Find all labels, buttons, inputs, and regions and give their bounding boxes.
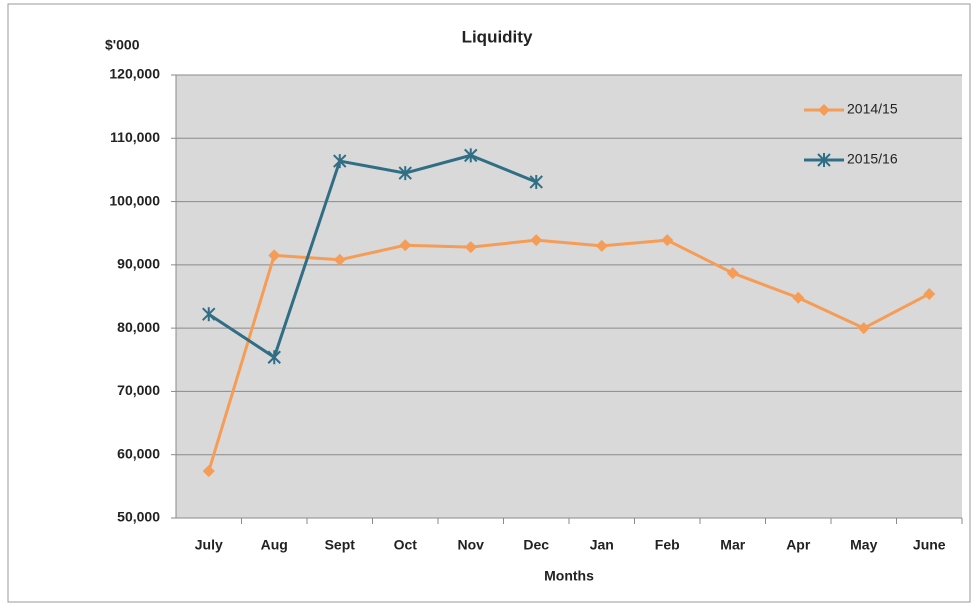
marker: [529, 174, 543, 189]
y-axis-label: $'000: [105, 37, 140, 53]
y-tick-label: 70,000: [117, 382, 160, 398]
y-tick-label: 90,000: [117, 256, 160, 272]
marker: [661, 234, 674, 247]
marker: [333, 253, 346, 266]
y-tick-label: 80,000: [117, 319, 160, 335]
y-tick-label: 100,000: [109, 192, 160, 208]
marker: [923, 287, 936, 300]
x-tick-label: Sept: [325, 537, 356, 553]
marker: [202, 307, 216, 322]
x-tick-label: Aug: [261, 537, 288, 553]
x-tick-label: June: [913, 537, 946, 553]
marker: [464, 241, 477, 254]
legend-marker: [817, 153, 831, 167]
y-tick-label: 60,000: [117, 445, 160, 461]
marker: [202, 465, 215, 478]
y-tick-label: 50,000: [117, 509, 160, 525]
marker: [398, 166, 412, 181]
marker: [595, 239, 608, 252]
x-tick-label: Oct: [394, 537, 418, 553]
x-tick-label: Feb: [655, 537, 680, 553]
marker: [857, 322, 870, 335]
x-tick-label: Dec: [523, 537, 549, 553]
legend-label: 2014/15: [847, 101, 898, 117]
y-tick-label: 120,000: [109, 66, 160, 82]
legend-marker: [818, 104, 830, 116]
y-tick-label: 110,000: [110, 129, 160, 145]
marker: [792, 291, 805, 304]
x-tick-label: July: [195, 537, 223, 553]
marker: [333, 154, 347, 169]
chart-title: Liquidity: [462, 27, 533, 46]
marker: [268, 249, 281, 262]
marker: [267, 350, 281, 365]
series-line: [207, 153, 537, 359]
x-axis-label: Months: [544, 568, 594, 584]
marker: [530, 234, 543, 247]
series-line: [207, 238, 930, 472]
legend-label: 2015/16: [847, 151, 898, 167]
marker: [464, 148, 478, 163]
x-tick-label: Nov: [458, 537, 485, 553]
x-tick-label: Apr: [786, 537, 811, 553]
marker: [726, 267, 739, 280]
x-tick-label: Mar: [720, 537, 745, 553]
marker: [399, 239, 412, 252]
x-tick-label: May: [850, 537, 877, 553]
x-tick-label: Jan: [590, 537, 614, 553]
plot-area: [176, 75, 962, 518]
